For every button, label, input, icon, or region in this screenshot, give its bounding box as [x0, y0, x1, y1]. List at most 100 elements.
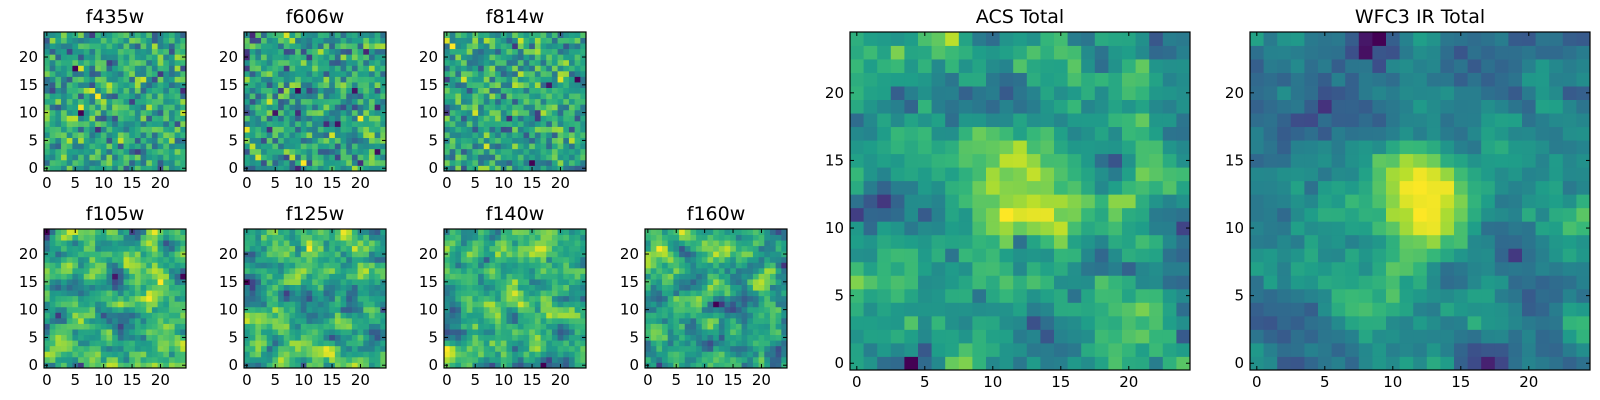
heatmap-cell	[455, 109, 462, 116]
heatmap-cell	[540, 240, 547, 247]
heatmap-cell	[334, 82, 341, 88]
heatmap-cell	[551, 165, 558, 172]
heatmap-cell	[340, 82, 347, 88]
heatmap-cell	[368, 351, 376, 358]
heatmap-cell	[312, 104, 319, 111]
heatmap-cell	[295, 334, 302, 341]
heatmap-cell	[49, 317, 56, 324]
heatmap-cell	[650, 356, 657, 363]
heatmap-cell	[289, 284, 296, 291]
heatmap-cell	[449, 87, 456, 94]
heatmap-cell	[44, 59, 51, 66]
heatmap-cell	[368, 234, 376, 241]
heatmap-cell	[781, 317, 788, 324]
heatmap-cell	[266, 65, 273, 72]
y-tick-label: 10	[620, 301, 639, 319]
heatmap-cell	[690, 356, 697, 363]
heatmap-cell	[368, 245, 376, 252]
heatmap-cell	[295, 323, 302, 330]
heatmap-cell	[540, 115, 547, 122]
heatmap-cell	[329, 273, 336, 280]
heatmap-cell	[690, 340, 697, 347]
heatmap-cell	[368, 306, 376, 313]
heatmap-cell	[363, 323, 370, 330]
heatmap-cell	[931, 180, 946, 195]
heatmap-cell	[557, 329, 564, 336]
heatmap-cell	[83, 104, 90, 111]
heatmap-cell	[472, 245, 479, 252]
heatmap-cell	[278, 98, 285, 105]
heatmap-cell	[151, 334, 158, 341]
heatmap-cell	[690, 362, 697, 369]
heatmap-cell	[89, 98, 96, 105]
heatmap-cell	[1108, 356, 1123, 371]
heatmap-cell	[66, 137, 73, 144]
heatmap-cell	[472, 295, 479, 302]
heatmap-cell	[650, 329, 657, 336]
heatmap-cell	[72, 70, 79, 77]
heatmap-cell	[645, 234, 652, 241]
heatmap-cell	[278, 351, 285, 358]
heatmap-cell	[1162, 329, 1177, 344]
heatmap-cell	[334, 229, 341, 235]
heatmap-cell	[466, 115, 473, 122]
heatmap-cell	[523, 143, 530, 150]
heatmap-cell	[690, 301, 697, 308]
heatmap-cell	[673, 245, 680, 252]
axes-frame	[443, 31, 587, 172]
heatmap-cell	[489, 43, 496, 50]
heatmap-cell	[574, 126, 581, 133]
heatmap-cell	[117, 245, 124, 252]
heatmap-cell	[255, 109, 262, 116]
heatmap-cell	[163, 273, 170, 280]
heatmap-cell	[551, 290, 558, 297]
heatmap-cell	[78, 234, 85, 241]
heatmap-cell	[540, 279, 547, 285]
heatmap-cell	[174, 126, 181, 133]
heatmap-cell	[61, 273, 68, 280]
heatmap-cell	[55, 43, 62, 50]
heatmap-cell	[472, 317, 479, 324]
heatmap-cell	[662, 273, 669, 280]
heatmap-cell	[540, 32, 547, 38]
heatmap-cell	[506, 132, 513, 139]
heatmap-cell	[66, 356, 73, 363]
heatmap-cell	[551, 120, 558, 127]
heatmap-cell	[972, 167, 987, 182]
heatmap-cell	[1149, 315, 1164, 330]
heatmap-cell	[83, 317, 90, 324]
heatmap-cell	[764, 323, 771, 330]
heatmap-cell	[49, 356, 56, 363]
heatmap-cell	[713, 317, 720, 324]
heatmap-cell	[89, 37, 96, 44]
heatmap-cell	[713, 240, 720, 247]
heatmap-cell	[758, 251, 765, 258]
heatmap-cell	[323, 104, 330, 111]
heatmap-cell	[449, 82, 456, 88]
heatmap-cell	[346, 306, 353, 313]
heatmap-cell	[117, 137, 124, 144]
heatmap-cell	[100, 126, 107, 133]
heatmap-cell	[489, 115, 496, 122]
heatmap-cell	[157, 65, 164, 72]
heatmap-cell	[500, 317, 507, 324]
heatmap-cell	[255, 267, 262, 274]
heatmap-cell	[455, 87, 462, 94]
heatmap-cell	[667, 245, 674, 252]
heatmap-cell	[312, 137, 319, 144]
heatmap-cell	[306, 323, 313, 330]
heatmap-cell	[95, 70, 102, 77]
heatmap-cell	[357, 37, 364, 44]
heatmap-cell	[55, 312, 62, 319]
heatmap-cell	[317, 115, 324, 122]
heatmap-cell	[656, 273, 663, 280]
heatmap-cell	[255, 229, 262, 235]
heatmap-cell	[278, 59, 285, 66]
heatmap-cell	[329, 301, 336, 308]
heatmap-cell	[266, 284, 273, 291]
heatmap-cell	[684, 234, 691, 241]
heatmap-cell	[140, 87, 147, 94]
heatmap-cell	[174, 329, 181, 336]
heatmap-cell	[904, 275, 919, 290]
heatmap-cell	[551, 340, 558, 347]
